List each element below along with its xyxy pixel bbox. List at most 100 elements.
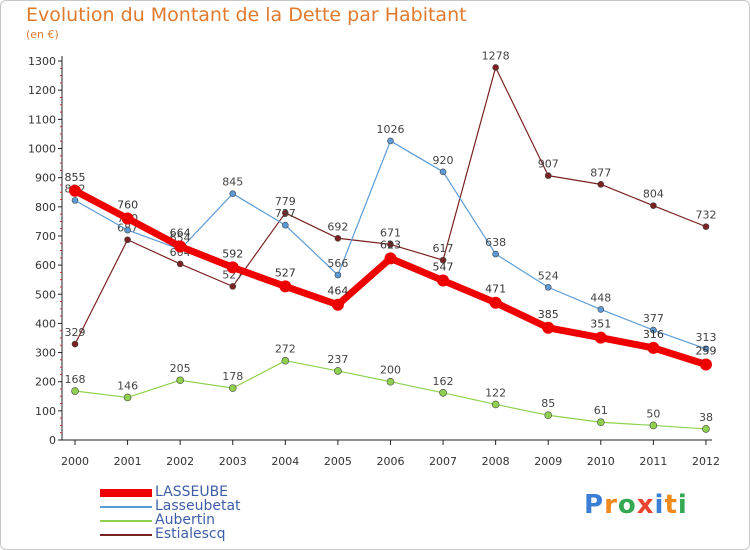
data-point-aubertin [491,400,500,409]
data-point-lasseube [699,358,712,371]
data-label-estialescq: 732 [695,209,716,222]
y-tick-label: 700 [35,230,56,243]
data-label-aubertin: 122 [485,386,506,399]
data-point-lasseubetat [387,137,394,145]
x-tick-label: 2011 [639,455,667,468]
data-label-aubertin: 205 [170,362,191,375]
data-label-lasseubetat: 845 [222,176,243,189]
data-point-lasseube [174,240,187,253]
y-tick-label: 1000 [28,143,56,156]
data-point-estialescq [71,340,79,348]
x-tick-label: 2009 [534,455,562,468]
chart-title: Evolution du Montant de la Dette par Hab… [26,4,467,26]
data-point-lasseube [542,321,555,334]
y-tick-label: 300 [35,347,56,360]
data-point-lasseubetat [544,283,552,291]
data-label-lasseube: 760 [117,198,138,211]
data-point-estialescq [334,234,342,242]
logo-letter: t [664,490,678,520]
logo-letter: o [617,490,637,520]
y-tick-label: 1300 [28,55,56,68]
data-label-aubertin: 146 [117,379,138,392]
data-point-aubertin [386,377,395,386]
series-aubertin: 168 146 205 178 272 237 200 162 122 85 61 50 38 [65,343,713,433]
chart-unit: (en €) [26,28,59,41]
data-point-aubertin [596,418,605,427]
logo-letter: P [584,490,605,520]
data-label-lasseubetat: 448 [590,291,611,304]
data-point-lasseubetat [650,326,657,334]
data-point-estialescq [124,236,131,244]
y-tick-label: 0 [49,434,56,447]
data-label-aubertin: 272 [275,343,296,356]
data-point-estialescq [229,283,237,290]
data-label-lasseubetat: 566 [327,257,348,270]
series-estialescq: 3296876045277796926716171278907877804732 [65,49,716,348]
data-label-lasseubetat: 377 [643,312,664,325]
series-line-estialescq [74,66,707,345]
y-tick-label: 100 [35,405,56,418]
data-point-aubertin [71,387,79,395]
data-label-aubertin: 200 [380,364,401,377]
data-point-lasseube [121,212,134,225]
y-tick-label: 800 [35,201,56,214]
data-point-aubertin [176,376,184,385]
y-tick-label: 600 [35,259,56,272]
data-point-estialescq [650,202,657,209]
data-point-aubertin [123,393,132,402]
data-label-lasseubetat: 920 [433,154,454,167]
data-point-lasseubetat [124,226,131,234]
data-point-aubertin [439,388,447,397]
data-label-lasseube: 471 [485,283,506,296]
data-label-estialescq: 877 [590,166,611,179]
data-point-estialescq [597,181,605,188]
x-tick-label: 2007 [429,455,457,468]
data-point-lasseube [647,341,660,354]
y-tick-label: 400 [35,317,56,330]
data-label-lasseube: 547 [433,261,454,274]
data-label-lasseube: 351 [590,318,611,331]
data-label-lasseubetat: 1026 [376,123,404,136]
y-tick-label: 500 [35,288,56,301]
proxiti-logo: Proxiti [584,490,688,520]
data-label-lasseubetat: 737 [275,207,296,220]
data-label-lasseube: 464 [327,285,348,298]
data-label-estialescq: 692 [327,220,348,233]
x-tick-label: 2004 [271,455,299,468]
data-label-aubertin: 38 [699,411,713,424]
data-label-estialescq: 329 [65,326,86,339]
x-tick-label: 2008 [482,455,510,468]
x-tick-label: 2005 [324,455,352,468]
data-label-estialescq: 671 [380,226,401,239]
data-label-aubertin: 61 [594,404,608,417]
y-tick-label: 900 [35,172,56,185]
data-point-lasseube [279,280,292,293]
data-point-lasseubetat [439,168,447,176]
data-point-lasseube [489,296,502,309]
logo-letter: i [677,490,688,520]
data-point-lasseube [384,252,397,265]
logo-letter: x [636,490,655,520]
series-lasseubetat: 8227206548457375661026920638524448377313 [65,123,716,353]
x-tick-label: 2010 [587,455,615,468]
y-tick-label: 1100 [28,113,56,126]
data-label-lasseube: 385 [538,308,559,321]
data-point-lasseubetat [71,197,79,204]
data-label-estialescq: 804 [643,188,664,201]
data-label-lasseube: 623 [380,238,401,251]
data-point-estialescq [544,172,552,179]
logo-letter: i [654,490,665,520]
data-label-lasseube: 527 [275,266,296,279]
x-tick-label: 2002 [166,455,194,468]
legend-label-lasseube: LASSEUBE [155,484,229,500]
data-label-lasseubetat: 524 [538,269,559,282]
legend-label-estialescq: Estialescq [155,526,226,542]
x-tick-label: 2001 [114,455,142,468]
data-point-lasseubetat [702,345,710,353]
data-label-lasseube: 316 [643,328,664,341]
x-tick-label: 2003 [219,455,247,468]
data-label-estialescq: 779 [275,195,296,208]
x-tick-label: 2012 [692,455,720,468]
data-label-lasseube: 259 [695,345,716,358]
